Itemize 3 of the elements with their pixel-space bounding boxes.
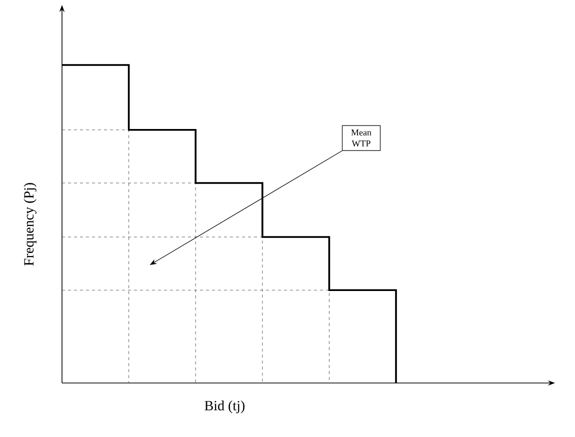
annotation: Mean WTP <box>351 130 372 147</box>
x-axis-title: Bid (tj) <box>204 400 244 414</box>
y-axis-title: Frequency (Pj) <box>24 183 36 266</box>
